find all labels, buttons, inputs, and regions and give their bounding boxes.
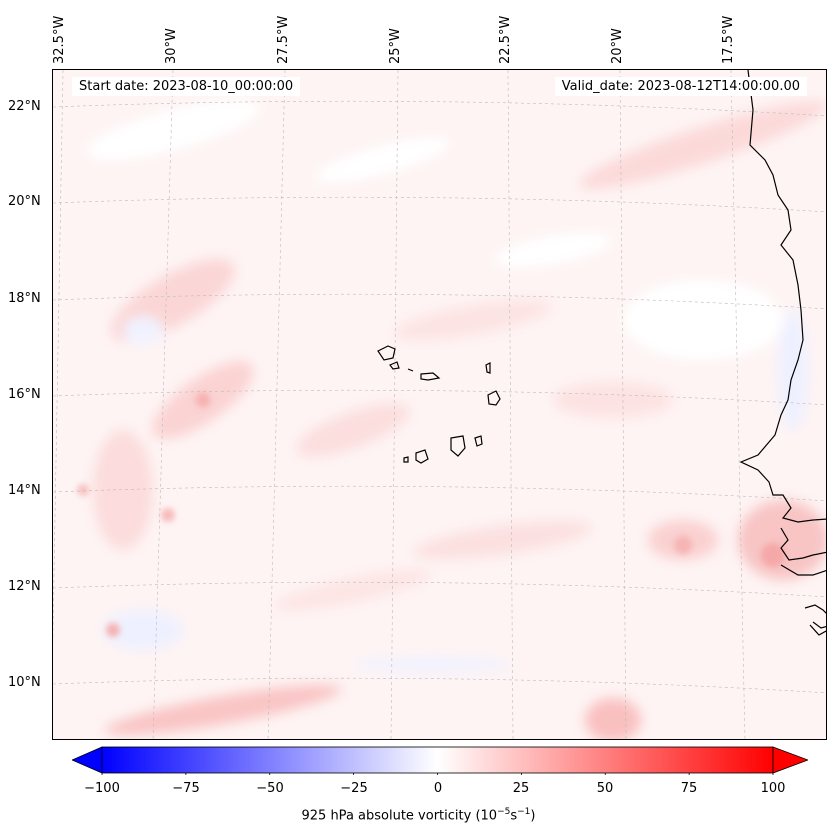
colorbar-tick-0: 0: [433, 781, 443, 796]
vorticity-spots: [77, 392, 785, 637]
lat-label-18n: 18°N: [8, 291, 41, 306]
cape-verde-islands: [377, 345, 501, 464]
lon-label-17-5w: 17.5°W: [721, 15, 736, 64]
colorbar-min-extend: [72, 746, 103, 774]
colorbar-tick-75: 75: [680, 781, 698, 796]
units-exp1: −5: [497, 807, 511, 817]
lat-label-12n: 12°N: [8, 579, 41, 594]
lon-label-22-5w: 22.5°W: [498, 15, 513, 64]
start-date-label: Start date: 2023-08-10_00:00:00: [72, 77, 301, 96]
colorbar-label-text: 925 hPa absolute vorticity: [301, 808, 472, 824]
units-close: ): [530, 808, 536, 824]
graticule: [53, 70, 826, 739]
lon-label-27-5w: 27.5°W: [276, 15, 291, 64]
vorticity-map: [52, 69, 827, 740]
colorbar-max-extend: [772, 746, 808, 774]
coastline: [739, 70, 826, 636]
colorbar: [72, 746, 808, 775]
units-exp2: −1: [517, 807, 531, 817]
colorbar-gradient: [101, 746, 774, 774]
colorbar-tick-minus-100: −100: [84, 781, 120, 796]
colorbar-tick-25: 25: [512, 781, 530, 796]
vorticity-field: [53, 70, 826, 739]
colorbar-tick-minus-25: −25: [340, 781, 368, 796]
units-base: (10: [475, 808, 498, 824]
colorbar-tick-50: 50: [596, 781, 614, 796]
lat-label-16n: 16°N: [8, 387, 41, 402]
colorbar-tick-minus-50: −50: [256, 781, 284, 796]
lon-label-25w: 25°W: [388, 28, 403, 64]
colorbar-tick-100: 100: [760, 781, 786, 796]
lat-label-22n: 22°N: [8, 99, 41, 114]
colorbar-tick-minus-75: −75: [172, 781, 200, 796]
lat-label-20n: 20°N: [8, 194, 41, 209]
lon-label-30w: 30°W: [164, 28, 179, 64]
valid-date-label: Valid_date: 2023-08-12T14:00:00.00: [554, 77, 807, 96]
lon-label-20w: 20°W: [610, 28, 625, 64]
lat-label-10n: 10°N: [8, 675, 41, 690]
units-mid: s: [510, 808, 518, 824]
lat-label-14n: 14°N: [8, 483, 41, 498]
colorbar-label: 925 hPa absolute vorticity (10−5s−1): [0, 807, 837, 823]
lon-label-32-5w: 32.5°W: [52, 15, 67, 64]
